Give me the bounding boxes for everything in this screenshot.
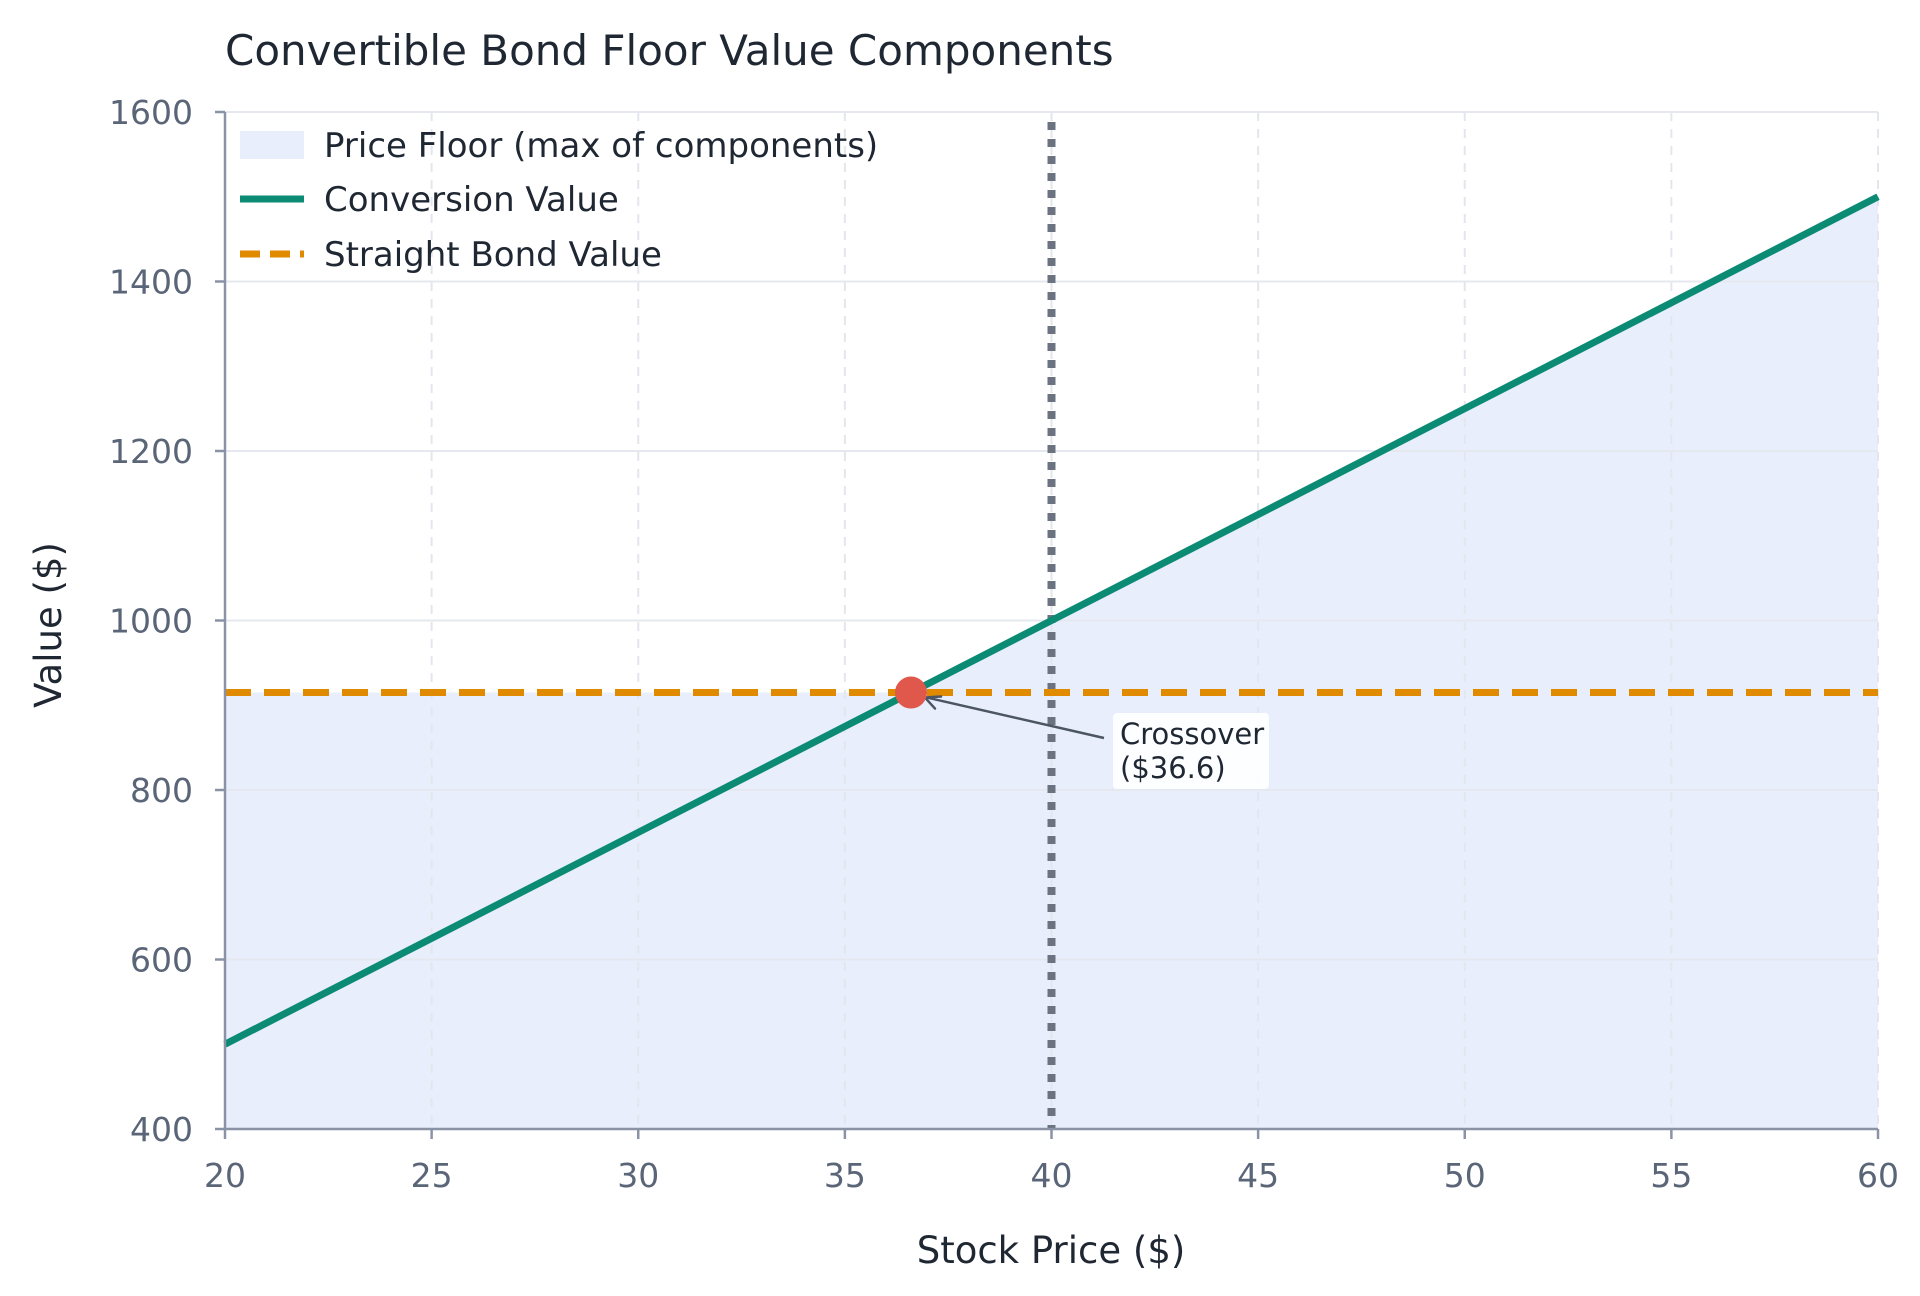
annotation-arrowhead	[923, 695, 943, 710]
grid-layer	[225, 111, 1879, 1129]
x-tick-label: 45	[1237, 1156, 1279, 1195]
y-tick-label: 800	[130, 771, 193, 810]
y-tick-label: 1400	[109, 263, 193, 302]
chart-title: Convertible Bond Floor Value Components	[225, 26, 1114, 75]
x-axis-label: Stock Price ($)	[917, 1229, 1186, 1272]
x-tick-label: 30	[617, 1156, 659, 1195]
y-tick-label: 1600	[109, 93, 193, 132]
annotation-box	[1113, 713, 1269, 789]
series-layer	[223, 193, 1880, 1048]
ticks-layer: 20 25 30 35 40 45 50 55 60 400 600 800 1000 1200 1400 1…	[109, 93, 1899, 1195]
x-tick-label: 40	[1031, 1156, 1073, 1195]
legend-label: Conversion Value	[324, 180, 619, 220]
legend-label: Price Floor (max of components)	[324, 126, 878, 166]
y-tick-label: 1000	[109, 602, 193, 641]
legend: Price Floor (max of components) Conversio…	[240, 126, 878, 275]
x-tick-label: 55	[1650, 1156, 1692, 1195]
annotation-label-line1: Crossover	[1120, 717, 1264, 751]
crossover-point	[894, 676, 927, 709]
x-tick-label: 25	[411, 1156, 453, 1195]
y-tick-label: 1200	[109, 432, 193, 471]
legend-label: Straight Bond Value	[324, 235, 662, 275]
y-tick-label: 600	[130, 941, 193, 980]
series-line-conversion-value	[223, 193, 1880, 1048]
annotation-arrow	[926, 696, 1105, 740]
annotation-layer: Crossover($36.6)	[894, 676, 1269, 789]
y-axis-label: Value ($)	[27, 542, 70, 708]
y-tick-label: 400	[130, 1110, 193, 1149]
x-tick-label: 50	[1444, 1156, 1486, 1195]
legend-swatch-area	[240, 131, 304, 159]
x-tick-label: 35	[824, 1156, 866, 1195]
x-tick-label: 20	[204, 1156, 246, 1195]
annotation-label-line2: ($36.6)	[1120, 751, 1226, 785]
x-tick-label: 60	[1857, 1156, 1899, 1195]
